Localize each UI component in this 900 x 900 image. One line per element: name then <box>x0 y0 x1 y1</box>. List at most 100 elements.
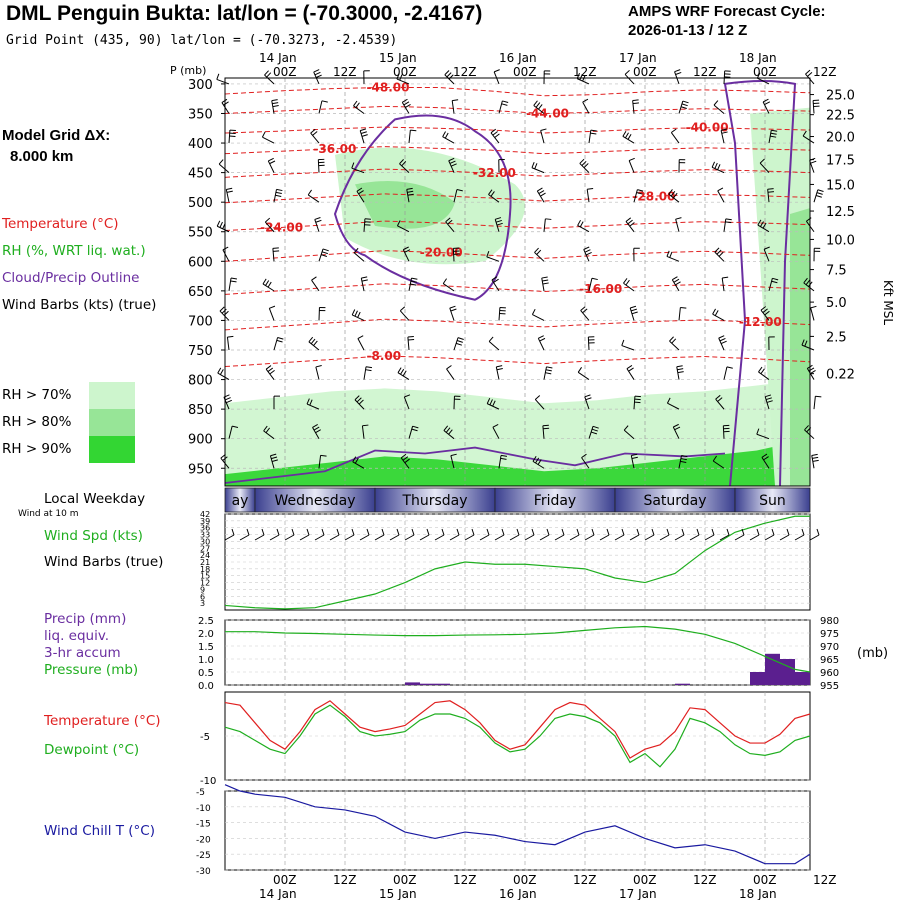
wind-barb-flag <box>675 281 681 286</box>
wind-barb-flag <box>805 69 811 75</box>
wind-barb-staff <box>353 105 365 114</box>
time-tick-bottom: 00Z <box>633 873 657 887</box>
wind-barb-flag <box>537 187 543 192</box>
wind-barb-flag <box>771 280 778 284</box>
wind-barb <box>577 367 590 380</box>
legend-wind-barbs: Wind Barbs (kts) (true) <box>2 297 157 313</box>
wind-barb <box>310 128 320 144</box>
surface-wind-barb <box>704 528 715 541</box>
wind-barb-flag <box>488 336 494 342</box>
wind-barb-staff <box>762 101 770 114</box>
precip-bar <box>675 683 690 685</box>
weekday-label: Thursday <box>401 493 467 509</box>
surface-wind-flag <box>381 528 385 536</box>
wind-barb-flag <box>721 131 728 134</box>
wind-barb-flag <box>357 311 361 318</box>
surface-wind-barb <box>569 528 580 541</box>
wind-barb-staff <box>352 461 365 469</box>
wind-barb-flag <box>767 191 774 193</box>
wind-barb <box>491 276 500 292</box>
temperature-contour <box>224 146 811 155</box>
precip-tick: 1.0 <box>198 655 214 666</box>
precip-tick: 2.0 <box>198 629 214 640</box>
wind-barb-staff <box>670 132 680 144</box>
wind-barb-flag <box>219 306 225 312</box>
wind-barb-staff <box>357 338 365 351</box>
surface-wind-staff <box>809 534 820 541</box>
wind-barb <box>579 158 590 173</box>
wind-barb-staff <box>537 338 545 351</box>
surface-wind-staff <box>344 534 355 541</box>
pressure-tick: 970 <box>820 642 839 653</box>
wind-barb-staff <box>264 74 275 85</box>
wind-barb-flag <box>764 310 770 316</box>
wind-barb <box>582 98 590 114</box>
wind-barb-flag <box>267 367 274 372</box>
wind-barb-flag <box>580 306 586 311</box>
wind-barb-flag <box>532 456 537 462</box>
wind-barb-flag <box>672 276 678 281</box>
wind-barb <box>314 217 322 232</box>
wind-barb-flag <box>622 130 627 137</box>
wind-barb-flag <box>226 187 233 190</box>
wind-barb-staff <box>495 366 500 380</box>
wind-barb-staff <box>225 189 230 203</box>
wind-barb-flag <box>675 217 682 220</box>
wind-barb <box>537 335 546 351</box>
wind-barb-flag <box>632 102 639 105</box>
wind-barb-staff <box>268 308 275 321</box>
wind-barb-flag <box>218 159 224 165</box>
wind-barb-flag <box>631 453 638 457</box>
wind-barb <box>669 336 680 351</box>
wind-barb-staff <box>678 100 684 114</box>
wind-barb-staff <box>630 455 635 469</box>
wind-barb-flag <box>446 72 452 78</box>
wind-barb <box>678 100 689 114</box>
wind-barb-flag <box>538 104 543 110</box>
wind-barb-flag <box>314 71 321 76</box>
wind-barb-flag <box>715 394 721 400</box>
wind-barb-flag <box>535 457 540 464</box>
wind-barb-flag <box>673 423 679 428</box>
wind-barb-staff <box>399 310 410 321</box>
wind-barb <box>488 189 500 203</box>
wind-barb-flag <box>677 368 684 371</box>
surface-wind-barb <box>329 528 340 541</box>
wind-barb-staff <box>217 225 230 233</box>
wind-barb-flag <box>627 134 632 140</box>
wind-barb-flag <box>719 337 726 342</box>
wind-barb-flag <box>404 394 411 398</box>
height-tick-label: 0.22 <box>826 368 855 383</box>
surface-wind-staff <box>419 534 430 541</box>
wind-barb-flag <box>269 369 275 375</box>
wind-barb-flag <box>712 308 716 315</box>
wind-barb <box>486 251 500 262</box>
wind-barb-flag <box>812 459 819 462</box>
wind-barb-staff <box>397 225 410 233</box>
wind-barb-flag <box>811 453 818 456</box>
wind-barb-flag <box>358 399 364 405</box>
wind-barb-flag <box>399 159 404 165</box>
wind-barb-flag <box>717 164 721 170</box>
time-tick-top: 00Z <box>273 65 297 79</box>
wind-barb-flag <box>537 459 542 465</box>
wind-barb-flag <box>230 280 237 283</box>
wind-barb-flag <box>581 453 587 459</box>
wind-barb-flag <box>405 103 411 108</box>
pressure-tick-label: 900 <box>188 433 213 448</box>
wind-barb-flag <box>360 128 367 132</box>
wind-barb-flag <box>486 251 490 258</box>
wind-barb-flag <box>397 367 402 373</box>
wind-barb-flag <box>673 192 678 199</box>
wind-barb-flag <box>445 427 451 433</box>
wind-barb <box>317 158 325 173</box>
wind-barb <box>218 159 230 173</box>
height-tick-label: 7.5 <box>826 264 847 279</box>
rh-80-swatch <box>89 409 135 436</box>
wind-barb-staff <box>723 218 727 232</box>
wind-barb-flag <box>262 278 267 285</box>
wind-barb-flag <box>536 249 542 255</box>
wind-barb-flag <box>718 251 724 257</box>
wind-barb-flag <box>219 221 223 228</box>
date-tick-top: 17 Jan <box>619 51 657 65</box>
